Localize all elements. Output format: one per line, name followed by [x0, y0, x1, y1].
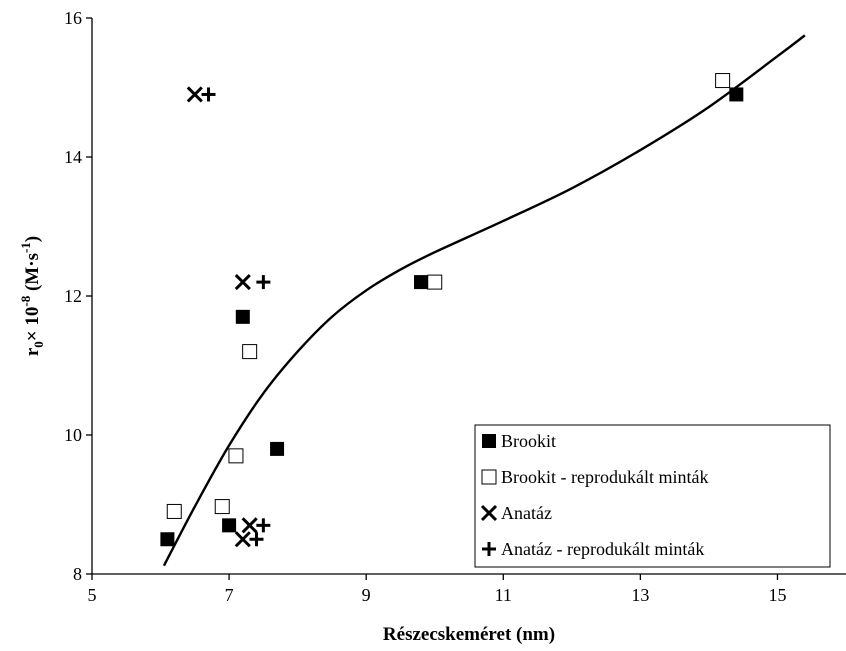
point-open-square-series-1	[214, 499, 230, 515]
y-title-unit-superscript: -1	[18, 242, 33, 253]
legend-box	[474, 424, 831, 568]
point-x-series-2	[234, 274, 251, 291]
point-filled-square-series-0	[160, 532, 175, 547]
point-x-series-2	[234, 531, 251, 548]
y-tick-label: 16	[64, 8, 82, 28]
legend: Brookit Brookit - reprodukált minták Anatá…	[474, 424, 831, 568]
point-x-series-2	[186, 86, 203, 103]
legend-marker-open-square	[481, 469, 497, 485]
point-filled-square-series-0	[414, 275, 429, 290]
point-open-square-series-1	[228, 448, 244, 464]
x-tick-label: 5	[88, 585, 97, 605]
legend-marker-filled-square	[482, 434, 496, 448]
x-tick-label: 9	[362, 585, 371, 605]
point-filled-square-series-0	[270, 441, 285, 456]
point-plus-series-3	[249, 532, 264, 547]
x-tick-label: 13	[631, 585, 649, 605]
y-tick-label: 12	[64, 286, 82, 306]
legend-label: Anatáz - reprodukált minták	[501, 539, 704, 559]
point-open-square-series-1	[166, 503, 182, 519]
y-tick-label: 8	[73, 564, 82, 584]
x-tick-label: 7	[225, 585, 234, 605]
y-axis-ticks: 8 10 12 14 16	[64, 8, 92, 584]
point-open-square-series-1	[715, 73, 731, 89]
y-title-unit: (M·s	[22, 253, 43, 296]
point-plus-series-3	[256, 275, 271, 290]
point-open-square-series-1	[242, 344, 258, 360]
y-title-mid: × 10	[22, 307, 43, 342]
y-title-base: r	[22, 347, 43, 356]
x-axis-title: Részecskeméret (nm)	[383, 624, 555, 645]
x-axis-ticks: 5 7 9 11 13 15	[88, 574, 786, 605]
point-filled-square-series-0	[222, 518, 237, 533]
x-tick-label: 15	[768, 585, 786, 605]
y-axis-title: r0× 10-8 (M·s-1)	[18, 236, 46, 356]
data-points	[160, 73, 744, 548]
point-x-series-2	[241, 517, 258, 534]
y-title-subscript: 0	[31, 341, 46, 348]
legend-label: Brookit - reprodukált minták	[501, 467, 708, 487]
legend-label: Anatáz	[501, 503, 552, 523]
x-tick-label: 11	[495, 585, 512, 605]
y-tick-label: 14	[64, 147, 82, 167]
trendline	[162, 34, 806, 567]
y-title-superscript: -8	[18, 295, 33, 306]
legend-marker-x	[480, 504, 498, 522]
y-tick-label: 10	[64, 425, 82, 445]
point-open-square-series-1	[427, 274, 443, 290]
y-title-close: )	[22, 236, 43, 242]
point-plus-series-3	[201, 87, 216, 102]
point-filled-square-series-0	[729, 87, 744, 102]
point-plus-series-3	[256, 518, 271, 533]
legend-marker-plus	[482, 542, 496, 556]
point-filled-square-series-0	[235, 309, 250, 324]
legend-label: Brookit	[501, 431, 556, 451]
